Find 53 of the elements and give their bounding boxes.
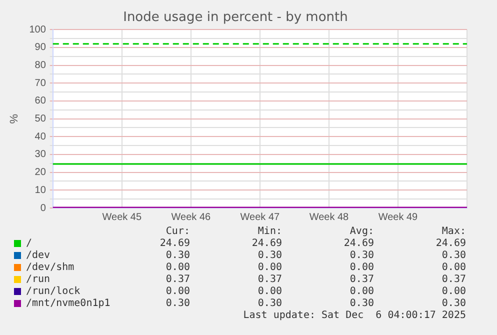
- y-tick-label: 30: [34, 149, 46, 160]
- y-tick-label: 100: [29, 24, 46, 36]
- text: 0.30: [166, 250, 190, 262]
- y-tick-label: 10: [34, 184, 46, 196]
- text: 0.30: [350, 250, 374, 262]
- text: 0.30: [258, 298, 282, 310]
- text: 24.69: [344, 238, 374, 250]
- x-tick-label: Week 45: [102, 212, 142, 223]
- text: 0.00: [258, 286, 282, 298]
- y-tick-label: 50: [34, 114, 46, 125]
- text: 0.37: [350, 274, 374, 286]
- text: 0.00: [350, 286, 374, 298]
- text: 0.30: [442, 250, 466, 262]
- legend-label: /mnt/nvme0n1p1: [26, 298, 110, 310]
- y-tick-label: 90: [34, 42, 46, 54]
- text: 0.37: [166, 274, 190, 286]
- x-tick-label: Week 49: [378, 212, 418, 223]
- text: 0.30: [442, 298, 466, 310]
- y-tick-label: 20: [34, 167, 46, 178]
- text: Avg:: [350, 226, 374, 238]
- text: 0.00: [442, 286, 466, 298]
- text: 24.69: [436, 238, 466, 250]
- x-tick-label: Week 47: [240, 212, 280, 223]
- text: 0.00: [166, 262, 190, 274]
- y-tick-label: 70: [34, 78, 46, 89]
- legend-label: /run: [26, 274, 50, 286]
- y-tick-label: 80: [34, 60, 46, 72]
- legend-label: /run/lock: [26, 286, 80, 298]
- chart-title: Inode usage in percent - by month: [123, 10, 348, 26]
- text: 0.30: [258, 250, 282, 262]
- text: Max:: [442, 226, 466, 238]
- y-tick-label: 0: [40, 202, 46, 214]
- text: 0.00: [258, 262, 282, 274]
- text: 24.69: [160, 238, 190, 250]
- text: Cur:: [166, 226, 190, 238]
- text: Min:: [258, 226, 282, 238]
- y-tick-label: 40: [34, 131, 46, 142]
- text: 0.00: [350, 262, 374, 274]
- legend-label: /dev: [26, 250, 50, 262]
- text: 0.00: [442, 262, 466, 274]
- text: 0.37: [442, 274, 466, 286]
- text: 0.30: [166, 298, 190, 310]
- x-tick-label: Week 48: [309, 212, 350, 223]
- y-axis-title: %: [8, 114, 21, 124]
- text: 0.37: [258, 274, 282, 286]
- text: 0.30: [350, 298, 374, 310]
- legend-label: /dev/shm: [26, 262, 74, 274]
- text: 24.69: [252, 238, 282, 250]
- x-tick-label: Week 46: [171, 212, 211, 223]
- y-tick-label: 60: [34, 96, 46, 107]
- text: Last update: Sat Dec 6 04:00:17 2025: [243, 310, 466, 322]
- text: 0.00: [166, 286, 190, 298]
- legend-label: /: [26, 238, 32, 250]
